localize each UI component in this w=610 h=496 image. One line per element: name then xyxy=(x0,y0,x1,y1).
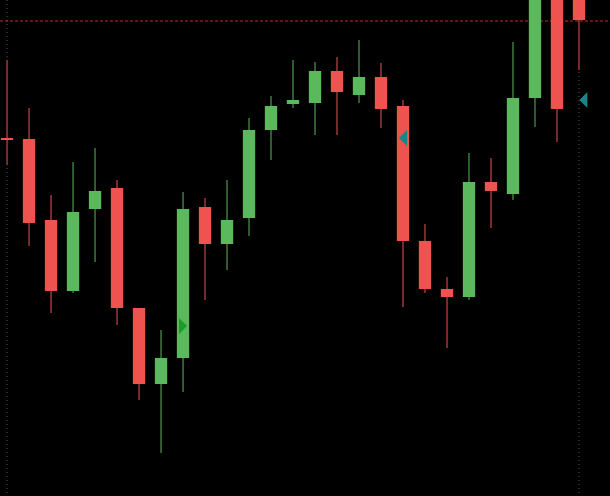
candle-body xyxy=(484,182,498,191)
candle-body xyxy=(506,98,520,194)
candle-body xyxy=(22,139,36,223)
candle-body xyxy=(572,0,586,20)
candle-body xyxy=(396,106,410,241)
candle-body xyxy=(242,130,256,218)
candle-body xyxy=(308,71,322,103)
candle-body xyxy=(110,188,124,308)
candle-body xyxy=(220,220,234,244)
candle-body xyxy=(286,100,300,104)
candle-body xyxy=(440,289,454,297)
candle-body xyxy=(330,71,344,92)
candle-body xyxy=(44,220,58,291)
candle-body xyxy=(264,106,278,130)
candle-body xyxy=(550,0,564,109)
candle-body xyxy=(528,0,542,98)
candle-body xyxy=(374,77,388,109)
candle-body xyxy=(154,358,168,384)
signal-marker xyxy=(179,318,188,334)
candle-body xyxy=(66,212,80,291)
candle-body xyxy=(0,138,14,140)
signal-marker xyxy=(399,130,408,146)
candle-body xyxy=(176,209,190,358)
candle-body xyxy=(198,207,212,244)
candle-body xyxy=(418,241,432,289)
candle-body xyxy=(462,182,476,297)
candle-body xyxy=(88,191,102,209)
signal-marker xyxy=(579,92,588,108)
candle-body xyxy=(352,77,366,95)
candle-body xyxy=(132,308,146,384)
